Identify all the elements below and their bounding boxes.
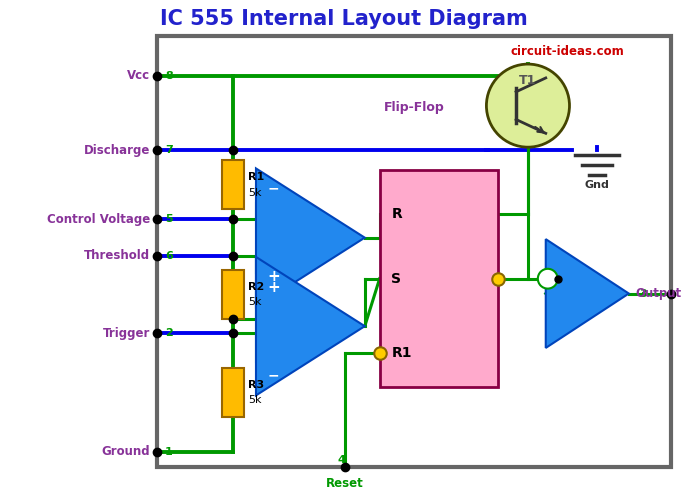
Text: Output: Output [635,287,681,300]
Text: 6: 6 [165,251,173,261]
Text: 5: 5 [165,214,173,224]
Text: 7: 7 [165,145,173,155]
Text: Gnd: Gnd [585,180,610,190]
Text: 8: 8 [165,71,173,81]
Polygon shape [546,239,629,348]
Text: R: R [391,208,402,221]
Bar [222,368,244,417]
Text: S: S [391,272,402,286]
Text: R2: R2 [248,282,264,292]
Text: +: + [268,280,281,295]
Text: 3: 3 [640,288,647,298]
Text: 4: 4 [337,455,345,465]
Text: circuit-ideas.com: circuit-ideas.com [510,45,625,58]
Bar [222,160,244,210]
Text: +: + [268,269,281,284]
Text: IC 555 Internal Layout Diagram: IC 555 Internal Layout Diagram [160,9,528,29]
Text: −: − [268,181,279,195]
Text: Control Voltage: Control Voltage [47,213,150,226]
Text: Trigger: Trigger [103,327,150,340]
Text: R1: R1 [391,346,412,360]
Text: R1: R1 [248,172,264,182]
Text: 1: 1 [165,447,173,457]
Text: Discharge: Discharge [84,144,150,157]
Text: 2: 2 [165,328,173,338]
Circle shape [538,269,557,289]
Polygon shape [256,168,365,307]
Text: 5k: 5k [248,187,261,198]
Bar [380,170,498,388]
Bar [222,270,244,319]
Text: Reset: Reset [326,477,364,490]
Text: Threshold: Threshold [84,249,150,263]
Text: 5k: 5k [248,395,261,405]
Text: 5k: 5k [248,297,261,307]
Circle shape [486,64,570,147]
Text: Vcc: Vcc [127,70,150,83]
Bar [157,36,671,467]
Text: R3: R3 [248,380,264,390]
Text: Ground: Ground [102,445,150,458]
Text: −: − [268,368,279,383]
Text: T1: T1 [519,75,537,87]
Polygon shape [256,257,365,396]
Text: Flip-Flop: Flip-Flop [384,101,444,114]
